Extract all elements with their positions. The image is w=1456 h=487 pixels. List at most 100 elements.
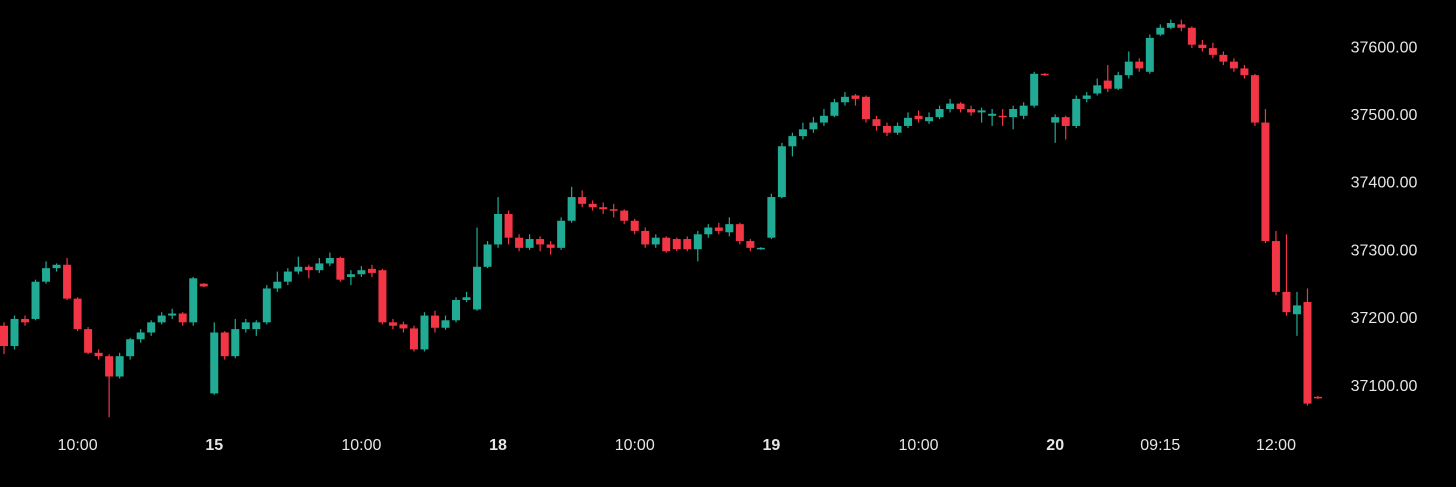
candle-body: [1072, 98, 1081, 126]
candle-body: [304, 266, 313, 271]
candle-body: [861, 96, 870, 120]
candle-body: [1124, 61, 1133, 76]
candle-body: [956, 103, 965, 110]
candle-body: [840, 96, 849, 103]
candle-body: [21, 318, 30, 323]
candle-body: [336, 258, 345, 280]
candle-body: [420, 315, 429, 350]
candle-body: [872, 119, 881, 126]
candle-body: [1208, 48, 1217, 55]
y-tick-label: 37100.00: [1351, 378, 1418, 395]
candle-body: [473, 266, 482, 310]
candle-body: [725, 224, 734, 233]
candle-body: [620, 210, 629, 221]
candle-body: [588, 203, 597, 208]
candle-body: [231, 329, 240, 357]
candle-body: [1145, 37, 1154, 72]
candle-body: [988, 113, 997, 116]
candle-body: [578, 197, 587, 204]
candle-body: [1314, 396, 1322, 399]
y-tick-label: 37200.00: [1351, 310, 1418, 327]
candle-body: [84, 329, 93, 353]
candle-body: [557, 220, 566, 248]
candle-body: [1177, 24, 1186, 28]
candle-body: [893, 125, 902, 133]
candle-body: [998, 115, 1007, 118]
candle-body: [252, 322, 261, 330]
x-tick-label: 19: [762, 437, 780, 454]
x-tick-label: 10:00: [58, 437, 98, 454]
candle-body: [1198, 44, 1207, 49]
candle-body: [1166, 23, 1175, 28]
candle-body: [241, 322, 250, 330]
x-tick-label: 15: [205, 437, 223, 454]
candle-body: [430, 315, 439, 328]
candle-body: [1082, 95, 1091, 99]
candle-body: [1156, 27, 1165, 35]
candle-body: [199, 283, 208, 287]
candle-body: [946, 103, 955, 110]
candle-body: [462, 297, 471, 300]
candle-body: [357, 270, 366, 275]
candle-body: [651, 237, 660, 245]
candle-body: [378, 270, 387, 323]
x-tick-label: 09:15: [1140, 437, 1180, 454]
candle-body: [798, 129, 807, 137]
candle-body: [105, 356, 114, 377]
candle-body: [31, 281, 40, 319]
candle-body: [1187, 27, 1196, 45]
candle-body: [1271, 241, 1280, 292]
candle-body: [1061, 117, 1070, 126]
candle-body: [42, 268, 51, 282]
candle-body: [693, 234, 702, 250]
candle-body: [704, 227, 713, 235]
candle-body: [315, 263, 324, 271]
candle-body: [210, 332, 219, 394]
candle-body: [409, 328, 418, 350]
candle-body: [904, 117, 913, 126]
candle-body: [283, 271, 292, 282]
candle-body: [452, 299, 461, 321]
candle-body: [567, 197, 576, 221]
candle-body: [525, 239, 534, 248]
candle-body: [967, 109, 976, 113]
x-tick-label: 10:00: [341, 437, 381, 454]
candle-body: [735, 224, 744, 242]
candle-body: [1219, 54, 1228, 62]
candle-body: [1261, 122, 1270, 242]
candle-body: [925, 117, 934, 122]
x-tick-label: 12:00: [1256, 437, 1296, 454]
candle-body: [504, 213, 513, 238]
candle-body: [809, 122, 818, 130]
candle-body: [546, 244, 555, 248]
candle-body: [1093, 85, 1102, 94]
candle-body: [1051, 117, 1060, 123]
candle-body: [494, 213, 503, 245]
candle-body: [147, 322, 156, 333]
candle-body: [788, 136, 797, 147]
candle-body: [977, 110, 986, 113]
candle-body: [441, 320, 450, 328]
candle-body: [756, 247, 765, 250]
candle-body: [683, 239, 692, 250]
candle-body: [1030, 73, 1039, 106]
candle-body: [399, 324, 408, 329]
candle-body: [819, 115, 828, 123]
candle-body: [914, 115, 923, 120]
candle-body: [63, 264, 72, 299]
x-tick-label: 20: [1046, 437, 1064, 454]
candle-body: [609, 209, 618, 211]
candle-body: [94, 352, 103, 357]
candle-body: [515, 237, 524, 248]
candle-body: [483, 244, 492, 267]
candle-body: [325, 258, 334, 264]
candle-body: [630, 220, 639, 231]
candle-body: [1019, 105, 1028, 116]
candle-body: [714, 227, 723, 231]
candle-body: [388, 322, 397, 326]
candle-body: [126, 339, 135, 357]
candle-body: [536, 239, 545, 245]
candle-body: [0, 325, 8, 347]
